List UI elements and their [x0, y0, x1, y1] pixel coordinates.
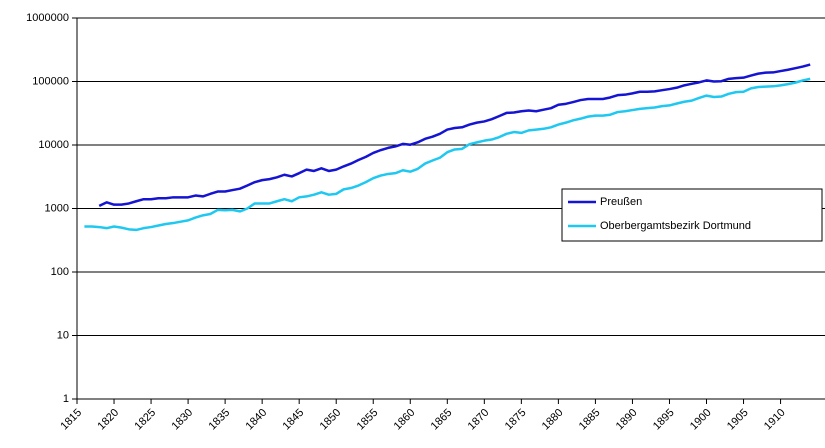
- x-tick-label: 1860: [392, 407, 418, 433]
- x-tick-label: 1910: [762, 407, 788, 433]
- x-tick-label: 1900: [688, 407, 714, 433]
- x-tick-label: 1880: [540, 407, 566, 433]
- y-tick-label: 1: [63, 393, 69, 405]
- legend-label: Preußen: [600, 196, 642, 208]
- x-tick-label: 1825: [132, 407, 158, 433]
- y-tick-label: 1000000: [26, 12, 69, 24]
- y-tick-label: 100000: [32, 75, 69, 87]
- x-tick-label: 1890: [614, 407, 640, 433]
- y-tick-label: 100: [51, 266, 69, 278]
- x-tick-label: 1870: [466, 407, 492, 433]
- legend-label: Oberbergamtsbezirk Dortmund: [600, 220, 751, 232]
- x-tick-label: 1855: [355, 407, 381, 433]
- legend: Preußen Oberbergamtsbezirk Dortmund: [561, 188, 823, 242]
- x-tick-label: 1830: [169, 407, 195, 433]
- x-tick-label: 1850: [318, 407, 344, 433]
- y-tick-label: 10000: [38, 139, 69, 151]
- x-tick-label: 1845: [281, 407, 307, 433]
- x-tick-label: 1865: [429, 407, 455, 433]
- x-tick-label: 1885: [577, 407, 603, 433]
- x-tick-label: 1835: [206, 407, 232, 433]
- x-tick-label: 1840: [244, 407, 270, 433]
- x-tick-label: 1815: [58, 407, 84, 433]
- y-tick-label: 1000: [45, 202, 69, 214]
- y-tick-label: 10: [57, 329, 69, 341]
- legend-box: [561, 188, 823, 242]
- x-tick-label: 1895: [651, 407, 677, 433]
- x-tick-label: 1875: [503, 407, 529, 433]
- x-tick-label: 1820: [95, 407, 121, 433]
- series-line: [84, 77, 811, 232]
- x-tick-label: 1905: [725, 407, 751, 433]
- series-line: [98, 63, 811, 207]
